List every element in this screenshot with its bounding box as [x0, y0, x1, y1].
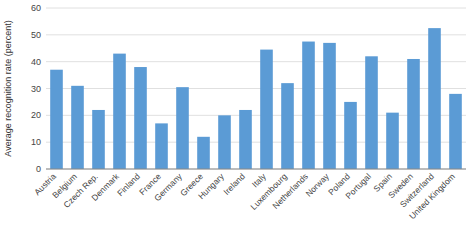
bar: [344, 102, 357, 169]
chart-container: 0102030405060AustriaBelgiumCzech Rep.Den…: [0, 0, 474, 233]
x-tick-label: Germany: [152, 171, 184, 203]
grid-line: [46, 34, 466, 35]
bar: [302, 42, 315, 169]
x-tick-label: Hungary: [196, 171, 226, 201]
y-tick-label: 60: [31, 3, 41, 13]
y-tick-label: 50: [31, 30, 41, 40]
y-tick-label: 0: [36, 164, 41, 174]
grid-line: [46, 88, 466, 89]
bar: [323, 43, 336, 169]
grid-line: [46, 115, 466, 116]
x-tick-label: Ireland: [221, 171, 247, 197]
y-tick-label: 40: [31, 57, 41, 67]
bar: [71, 86, 84, 169]
grid-line: [46, 142, 466, 143]
x-tick-label: Norway: [303, 171, 331, 199]
bar: [281, 83, 294, 169]
bar: [407, 59, 420, 169]
bar: [176, 87, 189, 169]
x-tick-label: United Kingdom: [407, 171, 457, 221]
chart-svg: 0102030405060AustriaBelgiumCzech Rep.Den…: [0, 0, 474, 233]
x-tick-label: Denmark: [89, 171, 121, 203]
bar: [260, 50, 273, 169]
x-tick-label: Portugal: [343, 171, 373, 201]
bar: [134, 67, 147, 169]
bar: [50, 70, 63, 169]
grid-line: [46, 61, 466, 62]
grid: [46, 8, 466, 169]
y-tick-label: 20: [31, 110, 41, 120]
bar: [449, 94, 462, 169]
bar: [239, 110, 252, 169]
grid-line: [46, 8, 466, 9]
y-tick-label: 10: [31, 137, 41, 147]
bar: [197, 137, 210, 169]
bar: [386, 113, 399, 169]
bar: [92, 110, 105, 169]
bar: [113, 54, 126, 169]
y-tick-label: 30: [31, 84, 41, 94]
bar: [155, 123, 168, 169]
x-axis-line: [46, 169, 466, 170]
bar: [428, 28, 441, 169]
bar: [218, 115, 231, 169]
bar: [365, 56, 378, 169]
bars: [50, 28, 462, 169]
y-axis-label: Average recognition rate (percent): [3, 20, 13, 156]
x-tick-label: Finland: [115, 171, 142, 198]
grid-line: [46, 169, 466, 170]
